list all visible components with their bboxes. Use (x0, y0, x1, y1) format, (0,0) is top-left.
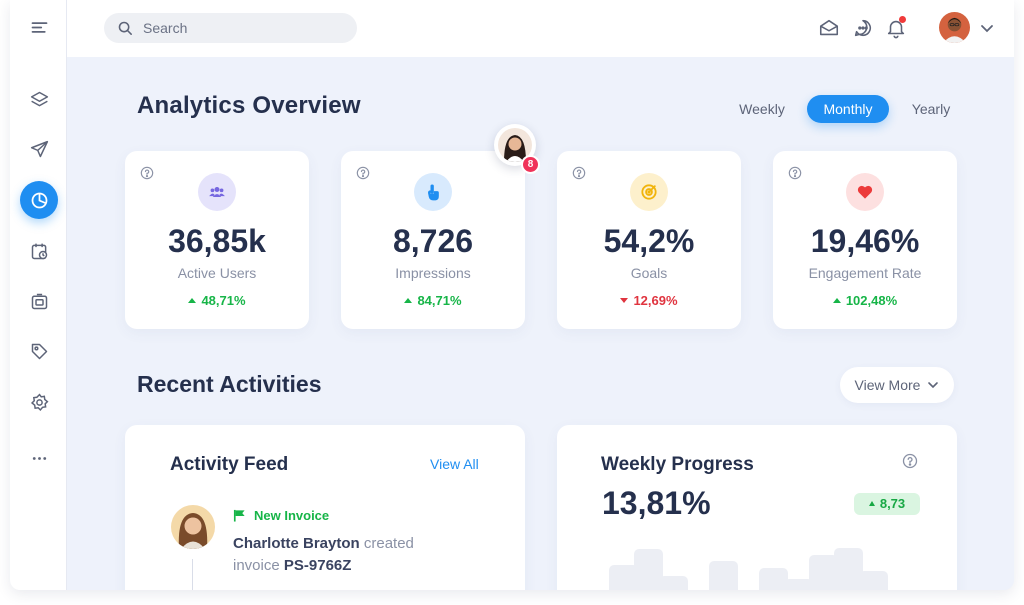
chevron-down-icon (928, 382, 939, 389)
progress-bar (659, 576, 688, 590)
user-avatar[interactable] (939, 12, 970, 43)
feed-action: created (363, 535, 414, 552)
stat-value: 36,85k (168, 223, 266, 259)
trend-up-icon (832, 298, 841, 303)
chat-icon[interactable] (852, 17, 874, 39)
more-icon[interactable] (20, 439, 58, 477)
notification-dot (899, 16, 906, 23)
users-icon (198, 173, 236, 211)
stat-label: Goals (630, 265, 668, 281)
notification-count-badge: 8 (521, 155, 540, 174)
view-more-button[interactable]: View More (840, 367, 954, 403)
stat-change-value: 84,71% (417, 293, 462, 308)
progress-bar (709, 561, 738, 590)
view-more-label: View More (854, 377, 921, 393)
help-icon[interactable] (356, 166, 370, 180)
settings-icon[interactable] (20, 383, 58, 421)
menu-icon[interactable] (20, 8, 58, 46)
section-title: Recent Activities (137, 371, 322, 397)
stat-card-engagement: 19,46% Engagement Rate 102,48% (773, 151, 957, 329)
period-yearly[interactable]: Yearly (911, 101, 951, 117)
trend-up-icon (868, 501, 875, 506)
help-icon[interactable] (140, 166, 154, 180)
bell-icon[interactable] (885, 16, 907, 39)
stat-value: 8,726 (392, 223, 474, 259)
weekly-change-badge: 8,73 (854, 493, 920, 515)
app-window: Analytics Overview Weekly Monthly Yearly… (10, 0, 1014, 590)
stat-card-impressions: 8,726 Impressions 84,71% (341, 151, 525, 329)
stat-change-value: 102,48% (845, 293, 898, 308)
weekly-value: 13,81% (602, 485, 711, 521)
progress-bar (809, 555, 838, 590)
stat-label: Impressions (395, 265, 471, 281)
help-icon[interactable] (788, 166, 802, 180)
activity-feed-card: Activity Feed View All New Invoice Charl… (125, 425, 525, 590)
stat-label: Active Users (177, 265, 257, 281)
sidebar (10, 0, 67, 590)
heart-icon (846, 173, 884, 211)
help-icon[interactable] (902, 453, 918, 469)
feed-tag-label: New Invoice (254, 508, 330, 523)
view-all-link[interactable]: View All (430, 456, 479, 472)
stat-change: 84,71% (341, 293, 525, 308)
period-monthly[interactable]: Monthly (807, 95, 889, 123)
progress-bar (834, 548, 863, 590)
feed-text: Charlotte Brayton created invoice PS-976… (233, 533, 463, 577)
timeline-line (192, 559, 193, 590)
stat-value: 19,46% (810, 223, 920, 259)
trend-up-icon (188, 298, 197, 303)
help-icon[interactable] (572, 166, 586, 180)
card-title: Weekly Progress (601, 454, 754, 475)
analytics-icon[interactable] (20, 181, 58, 219)
flag-icon (233, 509, 245, 522)
card-title: Activity Feed (170, 454, 289, 475)
page-title: Analytics Overview (137, 92, 361, 119)
tap-icon (414, 173, 452, 211)
weekly-progress-card: Weekly Progress 13,81% 8,73 (557, 425, 957, 590)
chevron-down-icon[interactable] (979, 20, 995, 36)
stat-change: 48,71% (125, 293, 309, 308)
search-icon (118, 21, 132, 35)
weekly-change-value: 8,73 (879, 496, 906, 511)
trend-up-icon (404, 298, 413, 303)
progress-bar (859, 571, 888, 590)
topbar (67, 0, 1014, 57)
floating-avatar[interactable]: 8 (494, 124, 540, 174)
layers-icon[interactable] (20, 80, 58, 118)
stat-change-value: 48,71% (201, 293, 246, 308)
stat-change-value: 12,69% (633, 293, 678, 308)
stat-value: 54,2% (603, 223, 695, 259)
progress-bar (609, 565, 638, 590)
target-icon (630, 173, 668, 211)
progress-bar (634, 549, 663, 590)
progress-bar (759, 568, 788, 590)
send-icon[interactable] (20, 130, 58, 168)
mail-icon[interactable] (818, 17, 840, 39)
user-avatar (171, 505, 215, 549)
feed-user-name[interactable]: Charlotte Brayton (233, 535, 360, 552)
progress-bar (784, 579, 813, 590)
search-bar[interactable] (104, 13, 357, 43)
stat-card-goals: 54,2% Goals 12,69% (557, 151, 741, 329)
tag-icon[interactable] (20, 332, 58, 370)
feed-tag: New Invoice (233, 508, 329, 523)
search-input[interactable] (143, 20, 343, 36)
invoice-id[interactable]: PS-9766Z (283, 557, 352, 574)
calendar-clock-icon[interactable] (20, 232, 58, 270)
stat-card-active-users: 36,85k Active Users 48,71% (125, 151, 309, 329)
stat-label: Engagement Rate (808, 265, 922, 281)
stat-change: 102,48% (773, 293, 957, 308)
stat-change: 12,69% (557, 293, 741, 308)
trend-down-icon (620, 298, 629, 303)
camera-icon[interactable] (20, 282, 58, 320)
period-weekly[interactable]: Weekly (739, 101, 785, 117)
feed-object: invoice (233, 557, 280, 574)
